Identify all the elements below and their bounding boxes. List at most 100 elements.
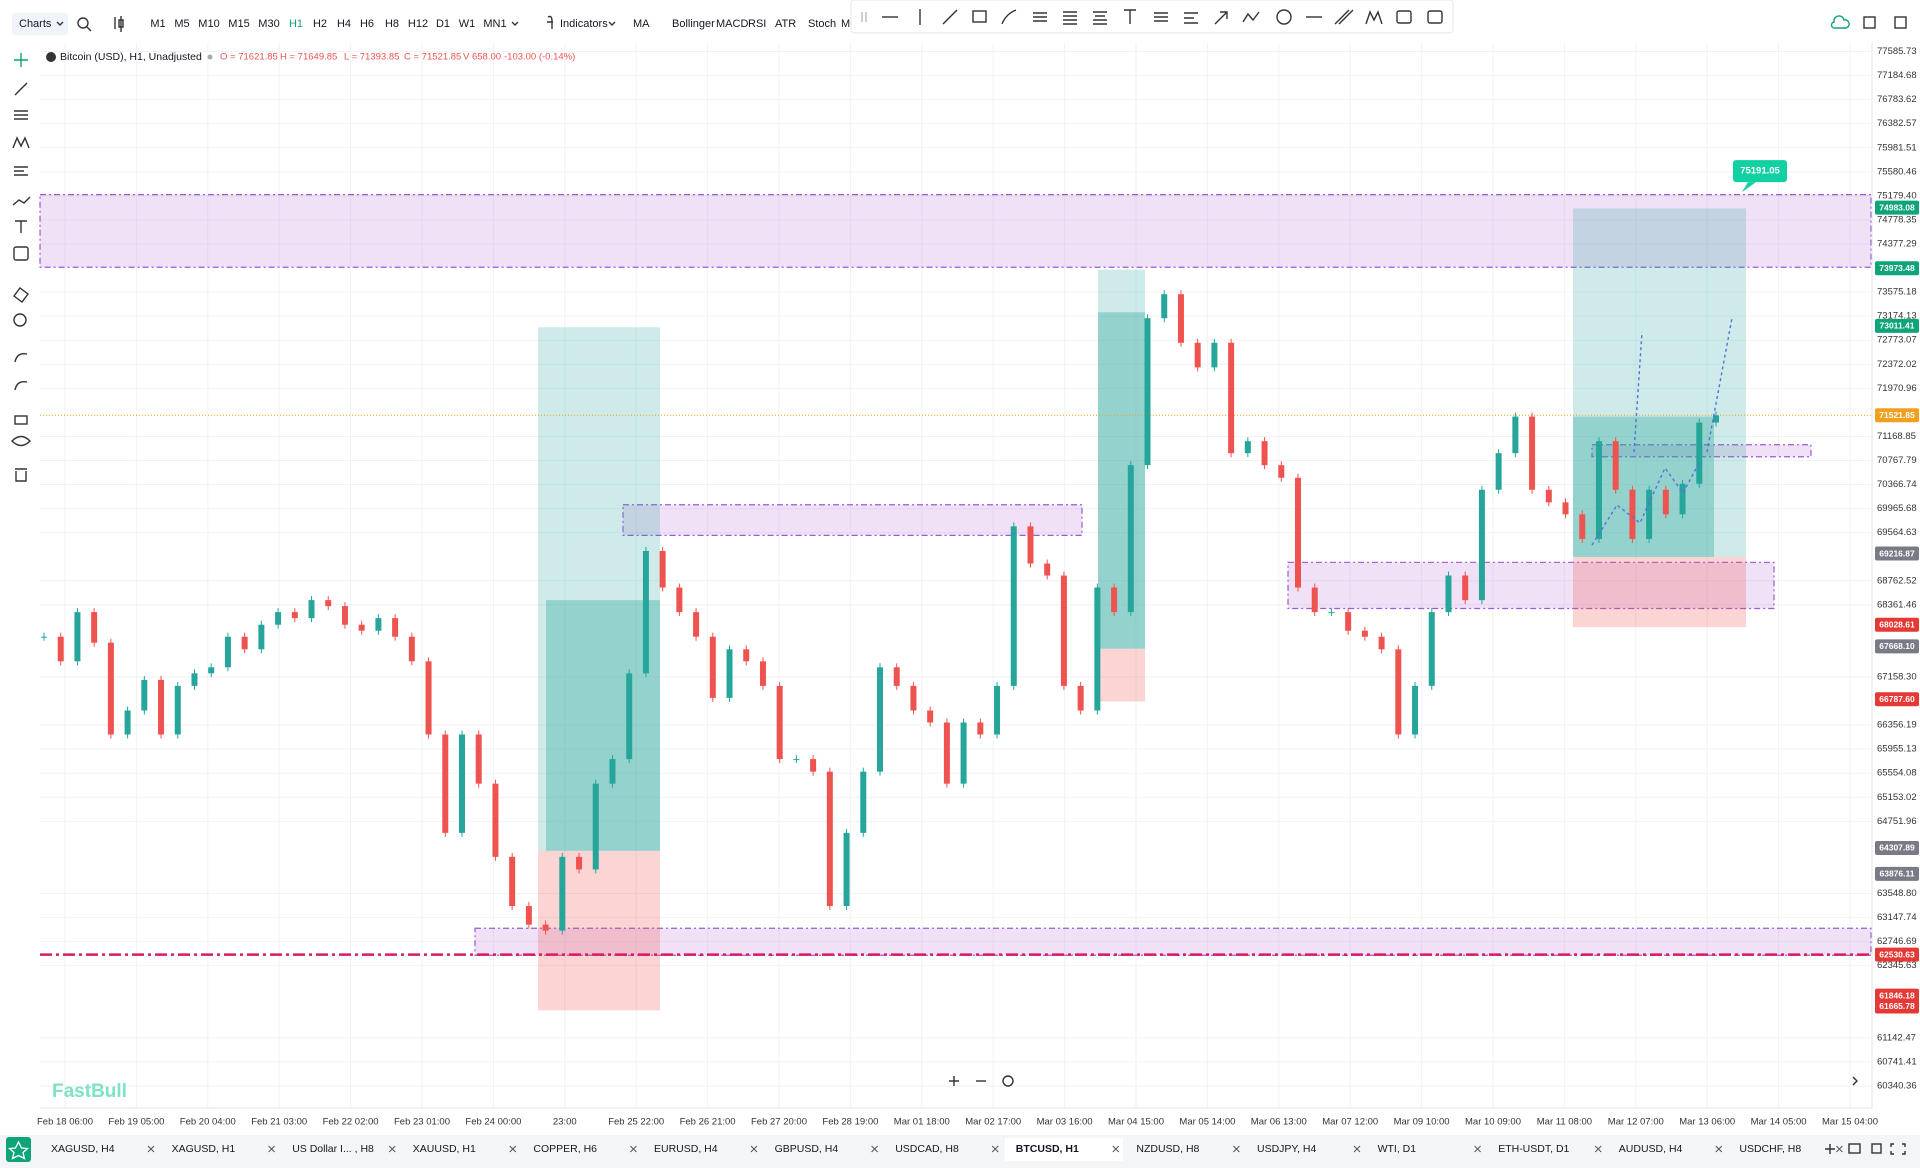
indicator[interactable]: Stoch [808, 18, 836, 30]
eye-tool[interactable] [11, 435, 31, 447]
delete-tool[interactable] [15, 468, 27, 482]
timeframe[interactable]: H4 [337, 18, 351, 30]
screenshot-icon[interactable] [1894, 16, 1907, 29]
charts-button[interactable]: Charts [19, 18, 52, 30]
timeframe[interactable]: H12 [408, 18, 428, 30]
tab-close[interactable] [147, 1145, 155, 1153]
indicator[interactable]: Bollinger [672, 18, 715, 30]
ruler-tool[interactable] [13, 287, 29, 303]
tool-wave[interactable] [1365, 10, 1383, 25]
timeframe[interactable]: W1 [459, 18, 476, 30]
indicator[interactable]: MACD [716, 18, 748, 30]
tool-path[interactable] [1242, 11, 1260, 23]
layout[interactable] [1848, 1143, 1861, 1154]
indicator[interactable]: ATR [775, 18, 796, 30]
tab[interactable]: WTI, D1 [1378, 1143, 1417, 1155]
timeframe[interactable]: M15 [228, 18, 249, 30]
tab[interactable]: NZDUSD, H8 [1136, 1143, 1199, 1155]
timeframe[interactable]: H2 [313, 18, 327, 30]
add-tab[interactable] [1825, 1144, 1835, 1154]
tab[interactable]: AUDUSD, H4 [1619, 1143, 1683, 1155]
tool-brush[interactable] [1001, 9, 1017, 25]
brush-tool[interactable] [14, 380, 28, 391]
timeframe[interactable]: M10 [198, 18, 219, 30]
text-tool[interactable] [15, 220, 27, 233]
tool-text[interactable] [1124, 9, 1136, 24]
timeframe[interactable]: MN1 [483, 18, 506, 30]
tab-close[interactable] [509, 1145, 517, 1153]
tool-levels[interactable] [1063, 11, 1077, 25]
candle [1211, 342, 1218, 368]
tab-close[interactable] [268, 1145, 275, 1153]
magnet-tool[interactable] [14, 352, 28, 363]
tab-close[interactable] [1836, 1145, 1843, 1153]
indicator[interactable]: RSI [748, 18, 766, 30]
scroll-right[interactable] [1852, 1076, 1858, 1086]
tab-close[interactable] [1715, 1145, 1723, 1153]
tab[interactable]: XAGUSD, H1 [172, 1143, 236, 1155]
fullscreen[interactable] [1890, 1143, 1906, 1155]
tab[interactable]: USDCHF, H8 [1739, 1143, 1801, 1155]
indicator[interactable]: MA [633, 18, 650, 30]
tool-pitch[interactable] [1184, 12, 1198, 24]
share-icon[interactable] [1863, 16, 1876, 29]
timeframe[interactable]: M5 [174, 18, 189, 30]
zoom-tool[interactable] [13, 313, 27, 327]
candle-type-icon[interactable] [114, 16, 124, 32]
gann-tool[interactable] [14, 166, 28, 176]
tool-channel[interactable] [1093, 11, 1107, 25]
tool-circle[interactable] [1276, 9, 1292, 25]
tab-close[interactable] [1233, 1145, 1240, 1153]
tool-trend[interactable] [942, 9, 958, 25]
tab[interactable]: COPPER, H6 [533, 1143, 597, 1155]
tab-close[interactable] [630, 1145, 637, 1153]
tab-close[interactable] [1112, 1145, 1120, 1153]
tool-parallel[interactable] [1334, 9, 1354, 25]
measure-tool[interactable] [13, 246, 29, 261]
line-tool[interactable] [14, 82, 28, 96]
zoom-in[interactable] [949, 1076, 959, 1086]
lock-tool[interactable] [14, 415, 28, 425]
tab[interactable]: US Dollar I... , H8 [292, 1143, 374, 1155]
reset[interactable] [1002, 1075, 1014, 1087]
tool-money[interactable] [1427, 10, 1443, 24]
tool-rect[interactable] [972, 10, 987, 23]
timeframe[interactable]: H1 [289, 18, 303, 30]
indicators-button[interactable]: Indicators [560, 18, 608, 30]
tool-fib[interactable] [1033, 12, 1047, 22]
timeframe[interactable]: D1 [436, 18, 450, 30]
tab[interactable]: ETH-USDT, D1 [1498, 1143, 1569, 1155]
price-badge [1875, 318, 1919, 333]
tab[interactable]: USDCAD, H8 [895, 1143, 959, 1155]
charts-button-bg[interactable] [12, 13, 68, 35]
tab[interactable]: EURUSD, H4 [654, 1143, 718, 1155]
fib-tool[interactable] [14, 110, 28, 120]
search-icon[interactable] [77, 17, 89, 29]
tab[interactable]: XAGUSD, H4 [51, 1143, 115, 1155]
fullscreen-small[interactable] [1871, 1143, 1882, 1154]
tab-close[interactable] [1353, 1145, 1361, 1153]
timeframe[interactable]: M1 [150, 18, 165, 30]
tool-price[interactable] [1396, 10, 1412, 24]
tab-close[interactable] [750, 1145, 758, 1153]
tab[interactable]: GBPUSD, H4 [775, 1143, 839, 1155]
tab-close[interactable] [1474, 1145, 1481, 1153]
y-tick-label: 62345.63 [1877, 960, 1917, 971]
forecast-tool[interactable] [12, 196, 31, 206]
timeframe[interactable]: H8 [385, 18, 399, 30]
timeframe[interactable]: H6 [360, 18, 374, 30]
cloud-icon[interactable] [1830, 15, 1850, 29]
tab-close[interactable] [1594, 1145, 1602, 1153]
tab-close[interactable] [388, 1145, 396, 1153]
timeframe[interactable]: M30 [258, 18, 279, 30]
tab-close[interactable] [871, 1145, 878, 1153]
tool-arrow[interactable] [1214, 11, 1228, 25]
tool-ruler[interactable] [1154, 12, 1168, 22]
tab[interactable]: XAUUSD, H1 [413, 1143, 476, 1155]
tab-close[interactable] [991, 1145, 999, 1153]
pattern-tool[interactable] [12, 136, 30, 149]
tab[interactable]: BTCUSD, H1 [1016, 1143, 1079, 1155]
crosshair-tool[interactable] [14, 53, 28, 67]
tab[interactable]: USDJPY, H4 [1257, 1143, 1316, 1155]
favorite-button[interactable] [6, 1137, 31, 1162]
